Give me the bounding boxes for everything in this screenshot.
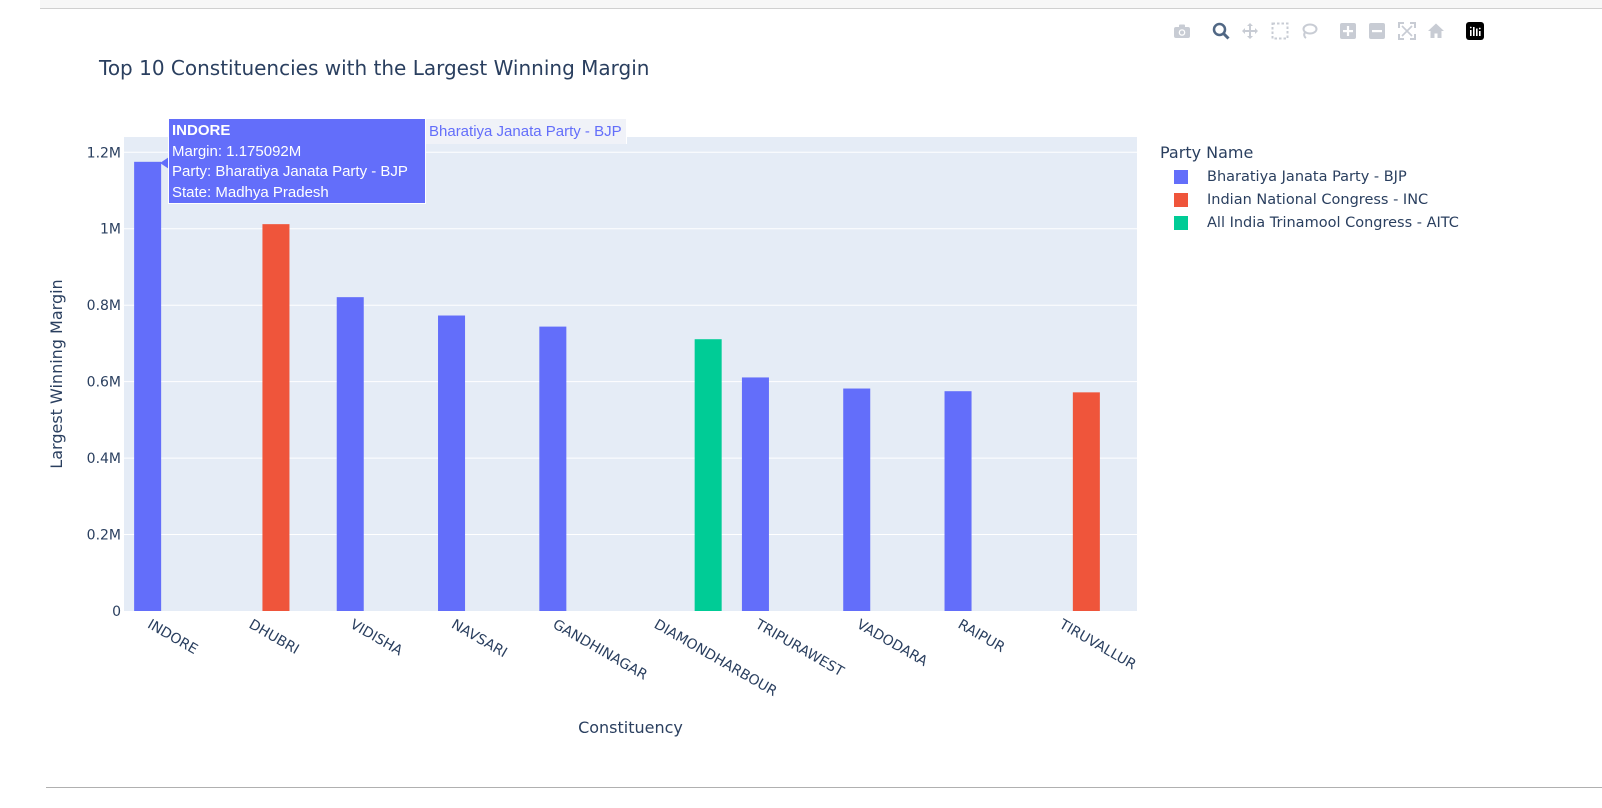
bar-diamondharbour-aitc	[694, 339, 722, 611]
legend-item-bjp[interactable]: Bharatiya Janata Party - BJP	[1174, 167, 1407, 187]
pan-icon[interactable]	[1239, 20, 1261, 42]
x-tick-label: TIRUVALLUR	[1055, 616, 1138, 673]
legend-swatch-aitc	[1174, 216, 1188, 230]
legend-label-bjp: Bharatiya Janata Party - BJP	[1207, 169, 1407, 185]
x-tick-label: RAIPUR	[955, 617, 1008, 657]
bar-dhubri-inc	[262, 224, 290, 611]
x-tick-label: TRIPURAWEST	[752, 616, 847, 680]
bar-indore-bjp	[134, 161, 162, 612]
hover-party: Party: Bharatiya Janata Party - BJP	[172, 163, 408, 180]
y-tick-label: 1M	[100, 222, 121, 238]
zoom-in-icon[interactable]	[1337, 20, 1359, 42]
bar-navsari-bjp	[438, 315, 466, 611]
bar-tripurawest-bjp	[741, 377, 769, 611]
legend-swatch-bjp	[1174, 170, 1188, 184]
box-select-icon[interactable]	[1269, 20, 1291, 42]
legend-label-inc: Indian National Congress - INC	[1207, 192, 1429, 208]
legend-title: Party Name	[1160, 143, 1254, 162]
legend-swatch-inc	[1174, 193, 1188, 207]
x-tick-label: VIDISHA	[347, 617, 405, 660]
zoom-icon[interactable]	[1210, 20, 1232, 42]
bar-vidisha-bjp	[336, 297, 364, 611]
y-tick-label: 0.4M	[87, 451, 121, 467]
x-tick-label: NAVSARI	[449, 617, 510, 662]
zoom-out-icon[interactable]	[1366, 20, 1388, 42]
x-tick-label: GANDHINAGAR	[550, 617, 650, 684]
y-tick-label: 0.6M	[87, 375, 121, 391]
autoscale-icon[interactable]	[1396, 20, 1418, 42]
y-tick-label: 0.2M	[87, 528, 121, 544]
page-bottom-line	[46, 787, 1602, 788]
camera-icon[interactable]	[1171, 20, 1193, 42]
bar-tiruvallur-inc	[1072, 392, 1100, 611]
hover-margin: Margin: 1.175092M	[172, 142, 302, 160]
hover-title: INDORE	[172, 122, 231, 139]
y-tick-label: 0	[112, 604, 121, 620]
legend-item-inc[interactable]: Indian National Congress - INC	[1174, 190, 1428, 210]
chart-title: Top 10 Constituencies with the Largest W…	[99, 56, 650, 80]
lasso-icon[interactable]	[1298, 20, 1320, 42]
x-tick-label: INDORE	[145, 617, 201, 658]
hover-pointer	[160, 157, 169, 169]
hover-state: State: Madhya Pradesh	[172, 183, 329, 201]
y-tick-label: 1.2M	[87, 145, 121, 161]
reset-axes-icon[interactable]	[1425, 20, 1447, 42]
legend-label-aitc: All India Trinamool Congress - AITC	[1207, 215, 1459, 231]
y-tick-label: 0.8M	[87, 298, 121, 314]
page-top-frame	[40, 0, 1602, 9]
x-tick-label: VADODARA	[854, 617, 931, 671]
x-axis-title: Constituency	[578, 718, 683, 737]
x-tick-label: DHUBRI	[246, 617, 302, 658]
legend-item-aitc[interactable]: All India Trinamool Congress - AITC	[1174, 213, 1459, 233]
hover-trace-name: Bharatiya Janata Party - BJP	[426, 118, 627, 144]
y-axis-title: Largest Winning Margin	[47, 279, 66, 468]
bar-gandhinagar-bjp	[539, 326, 567, 611]
bar-vadodara-bjp	[843, 388, 871, 611]
plotly-logo-icon[interactable]	[1464, 20, 1486, 42]
bar-raipur-bjp	[944, 391, 972, 611]
hover-tooltip: INDORE Margin: 1.175092M Party: Bharatiy…	[168, 118, 426, 204]
